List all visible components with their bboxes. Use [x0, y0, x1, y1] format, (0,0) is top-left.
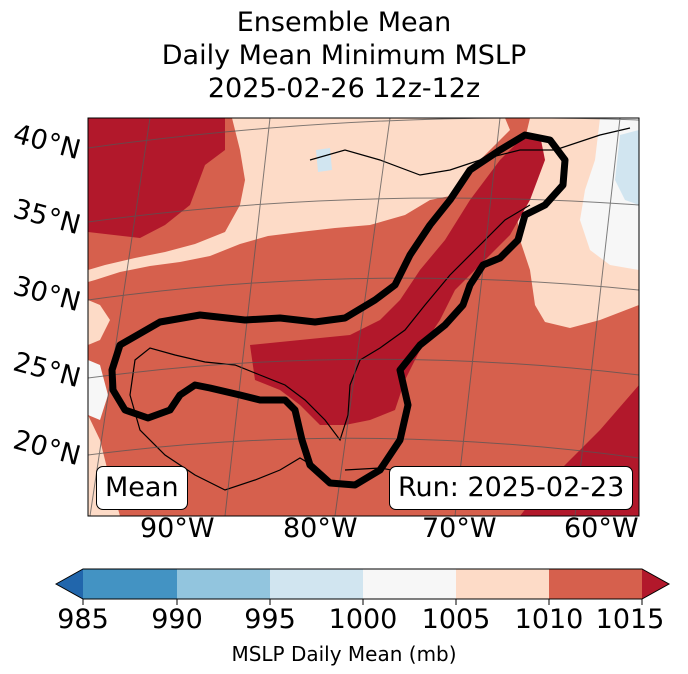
- lon-label-70w: 70°W: [422, 513, 497, 544]
- field-995-1000-lakes: [316, 148, 332, 172]
- colorbar-bin-990-995: [177, 569, 270, 599]
- colorbar-bin-995-1000: [270, 569, 363, 599]
- lon-label-90w: 90°W: [140, 513, 215, 544]
- colorbar-tick-1005: 1005: [421, 604, 491, 635]
- field-1005-1010-west: [88, 300, 110, 345]
- colorbar-tick-990: 990: [151, 604, 203, 635]
- colorbar-tick-1000: 1000: [328, 604, 398, 635]
- map-frame: [87, 117, 640, 517]
- colorbar-bin-1010-1015: [549, 569, 642, 599]
- coastline-north: [309, 127, 631, 176]
- mean-label-box: Mean: [96, 466, 188, 510]
- field-995-1000: [615, 130, 639, 205]
- colorbar-bin-1005-1010: [456, 569, 549, 599]
- title-line-2: Daily Mean Minimum MSLP: [161, 40, 527, 71]
- contour-line: [108, 131, 569, 489]
- field-over-1015-trough: [250, 135, 545, 425]
- field-over-1015-nw: [88, 118, 225, 238]
- colorbar-bin-1000-1005: [363, 569, 456, 599]
- map-canvas: [87, 117, 640, 517]
- colorbar-bin-985-990: [83, 569, 177, 599]
- colorbar-extend-high: [642, 569, 669, 599]
- colorbar-outline: [54, 568, 671, 600]
- colorbar-tick-1010: 1010: [514, 604, 584, 635]
- colorbar-label: MSLP Daily Mean (mb): [231, 642, 457, 666]
- coastline-gulf: [129, 204, 531, 491]
- colorbar-tick-995: 995: [244, 604, 296, 635]
- lon-label-80w: 80°W: [283, 513, 358, 544]
- title-line-1: Ensemble Mean: [236, 7, 452, 38]
- field-1005-1010-north: [88, 118, 510, 282]
- run-date-box: Run: 2025-02-23: [389, 466, 634, 510]
- field-1000-1005-west: [88, 360, 108, 420]
- colorbar-tick-1015: 1015: [595, 604, 665, 635]
- title-line-3: 2025-02-26 12z-12z: [207, 73, 481, 104]
- colorbar-extend-low: [56, 569, 83, 599]
- colorbar-tick-985: 985: [57, 604, 109, 635]
- lon-label-60w: 60°W: [564, 513, 639, 544]
